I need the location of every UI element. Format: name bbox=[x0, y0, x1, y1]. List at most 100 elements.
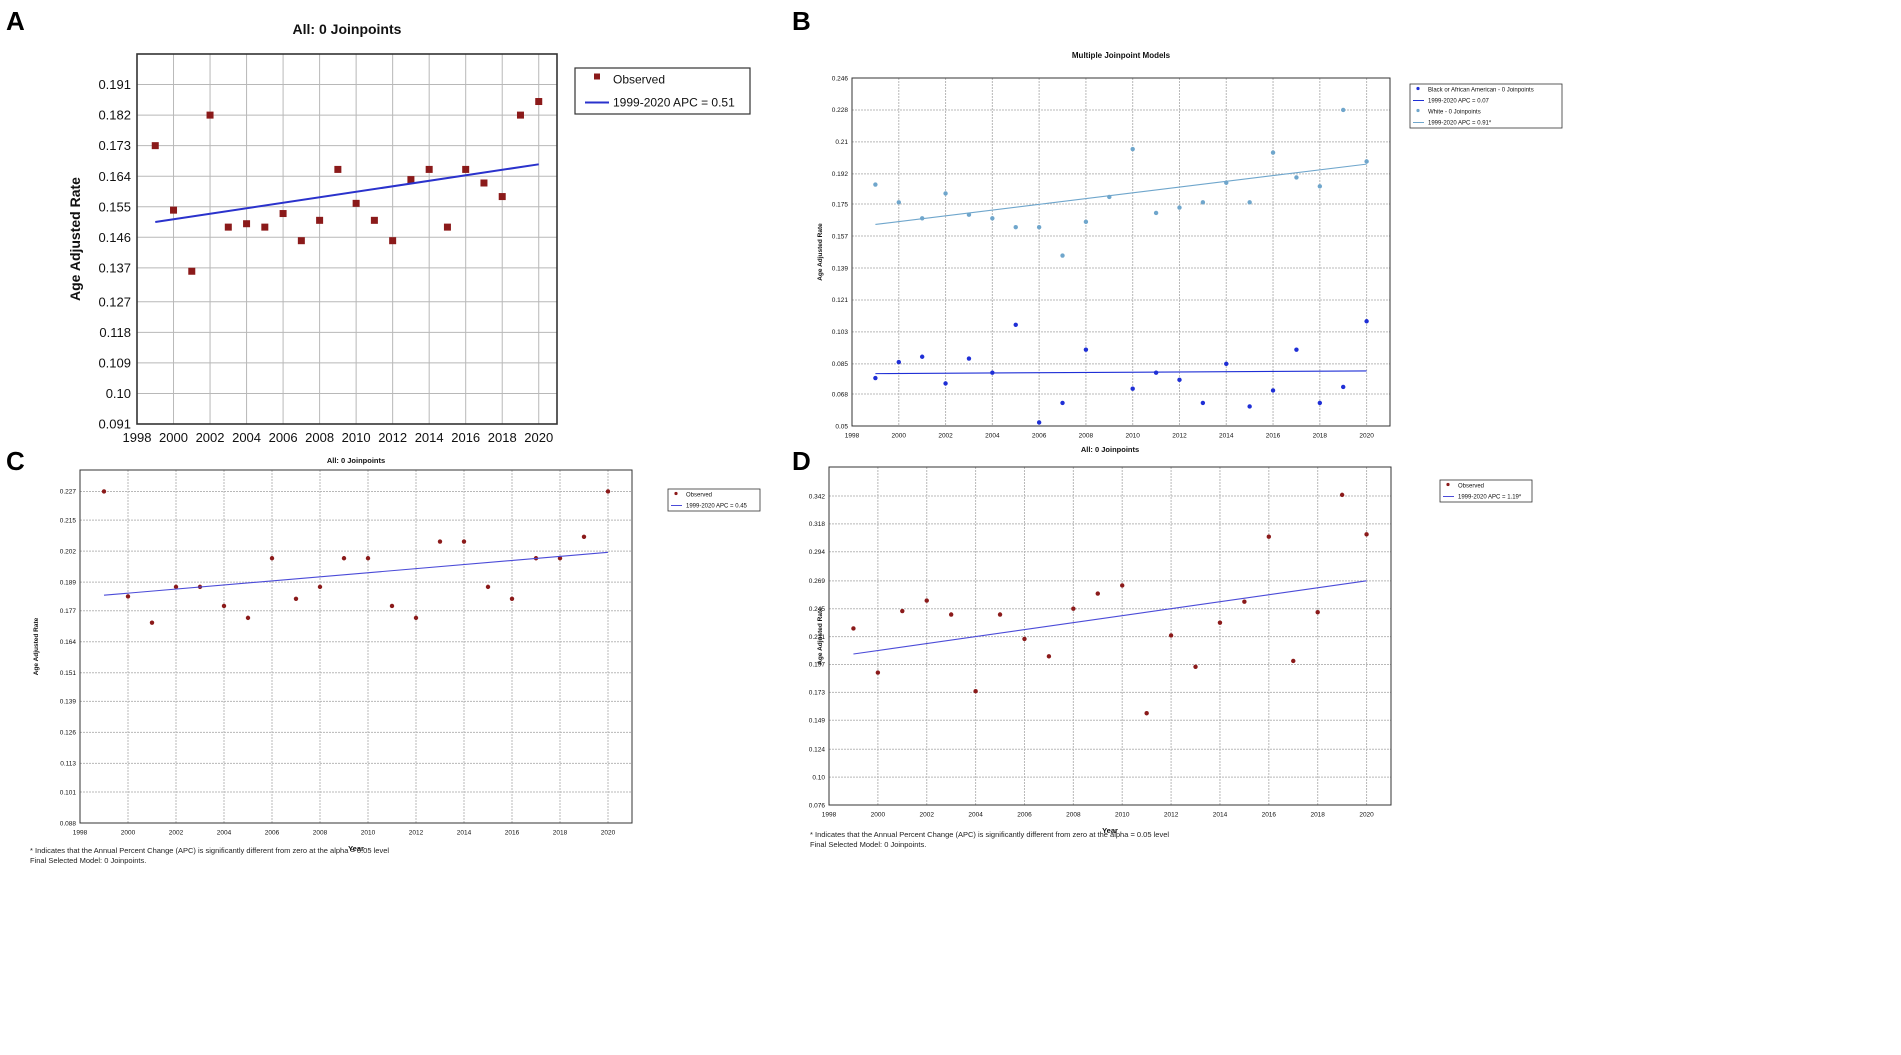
data-point bbox=[1130, 146, 1135, 152]
data-point bbox=[1083, 219, 1089, 225]
data-point bbox=[269, 556, 275, 561]
data-point bbox=[334, 165, 342, 173]
data-point bbox=[462, 165, 470, 173]
data-point bbox=[352, 199, 360, 207]
data-point bbox=[1294, 347, 1299, 352]
x-tick-label: 2004 bbox=[968, 812, 983, 819]
y-tick-label: 0.157 bbox=[832, 233, 849, 240]
data-point bbox=[1200, 400, 1206, 406]
data-point bbox=[900, 608, 905, 614]
chart-title: Multiple Joinpoint Models bbox=[1072, 51, 1171, 60]
legend-label: Observed bbox=[1458, 484, 1484, 490]
legend-label: 1999-2020 APC = 0.07 bbox=[1428, 99, 1490, 105]
panel-letter: A bbox=[6, 6, 25, 36]
data-point bbox=[1168, 633, 1174, 638]
legend-box bbox=[1439, 479, 1533, 503]
y-axis-label: Age Adjusted Rate bbox=[817, 607, 824, 665]
fit-line bbox=[875, 370, 1367, 375]
legend-label: 1999-2020 APC = 0.91* bbox=[1428, 121, 1492, 127]
chart-panel-b: B Multiple Joinpoint Models 0.05 0.068 0.08… bbox=[780, 0, 1901, 450]
legend: Observed 1999-2020 APC = 0.45 bbox=[667, 488, 761, 512]
x-tick-label: 2016 bbox=[505, 830, 520, 837]
data-point bbox=[1364, 319, 1369, 324]
plot-frame bbox=[851, 77, 1391, 427]
data-point bbox=[1036, 420, 1042, 425]
data-point bbox=[1013, 224, 1018, 230]
y-tick-label: 0.101 bbox=[60, 789, 77, 796]
x-tick-label: 2008 bbox=[305, 430, 334, 445]
x-tick-label: 2014 bbox=[1213, 812, 1228, 819]
y-tick-label: 0.155 bbox=[98, 199, 131, 214]
footnote-line: Final Selected Model: 0 Joinpoints. bbox=[30, 856, 147, 865]
data-point bbox=[389, 237, 397, 245]
data-point bbox=[1153, 210, 1159, 216]
y-tick-label: 0.177 bbox=[60, 608, 77, 615]
footnote-line: Final Selected Model: 0 Joinpoints. bbox=[810, 840, 927, 849]
x-tick-label: 2008 bbox=[1066, 812, 1081, 819]
data-point bbox=[149, 620, 155, 625]
legend-marker-swatch bbox=[1416, 108, 1420, 113]
y-tick-label: 0.085 bbox=[832, 361, 849, 368]
y-tick-label: 0.228 bbox=[832, 107, 849, 114]
x-tick-label: 2010 bbox=[342, 430, 371, 445]
data-point bbox=[1120, 583, 1125, 588]
data-point bbox=[509, 596, 515, 601]
x-tick-label: 2004 bbox=[232, 430, 261, 445]
y-tick-label: 0.245 bbox=[809, 606, 826, 613]
x-tick-label: 2020 bbox=[1359, 433, 1374, 440]
x-tick-label: 2000 bbox=[892, 433, 907, 440]
data-point bbox=[365, 556, 371, 561]
data-point bbox=[101, 489, 107, 494]
y-tick-label: 0.109 bbox=[98, 355, 131, 370]
fit-line bbox=[155, 163, 539, 224]
data-point bbox=[1266, 534, 1272, 539]
data-point bbox=[966, 356, 972, 361]
data-point bbox=[370, 216, 378, 224]
data-point bbox=[293, 596, 299, 601]
data-point bbox=[851, 626, 856, 631]
x-tick-label: 2006 bbox=[269, 430, 298, 445]
data-point bbox=[1144, 711, 1149, 716]
y-tick-label: 0.113 bbox=[60, 761, 76, 768]
footnote-c: * Indicates that the Annual Percent Chan… bbox=[30, 846, 389, 866]
data-point bbox=[1364, 159, 1369, 164]
data-point bbox=[437, 539, 443, 544]
plot-frame bbox=[136, 53, 558, 425]
data-point bbox=[1339, 492, 1345, 498]
legend-marker-swatch bbox=[674, 491, 678, 496]
data-point bbox=[461, 539, 467, 544]
y-tick-label: 0.173 bbox=[98, 138, 131, 153]
x-tick-label: 2000 bbox=[121, 830, 136, 837]
data-point bbox=[389, 603, 395, 609]
y-tick-label: 0.227 bbox=[60, 489, 77, 496]
data-point bbox=[924, 598, 929, 603]
data-point bbox=[873, 375, 878, 381]
chart-title: All: 0 Joinpoints bbox=[327, 456, 385, 465]
plot-frame bbox=[79, 469, 633, 824]
x-tick-label: 2000 bbox=[871, 812, 886, 819]
y-tick-label: 0.091 bbox=[98, 417, 131, 432]
x-tick-label: 2002 bbox=[938, 433, 953, 440]
legend-label: 1999-2020 APC = 0.45 bbox=[686, 504, 748, 510]
x-tick-label: 2018 bbox=[1310, 812, 1325, 819]
y-tick-label: 0.21 bbox=[835, 139, 848, 146]
x-tick-label: 2010 bbox=[361, 830, 376, 837]
legend-marker-swatch bbox=[1416, 86, 1420, 91]
data-point bbox=[948, 612, 954, 617]
legend-label: 1999-2020 APC = 1.19* bbox=[1458, 495, 1522, 501]
data-point bbox=[485, 584, 491, 590]
legend-marker-swatch bbox=[594, 73, 600, 80]
y-tick-label: 0.149 bbox=[809, 717, 826, 724]
data-point bbox=[605, 489, 611, 494]
grid bbox=[828, 467, 1391, 806]
data-point bbox=[498, 193, 506, 201]
x-axis-label: Year bbox=[1102, 826, 1118, 835]
chart-title: All: 0 Joinpoints bbox=[1081, 445, 1139, 454]
x-axis-label: Year bbox=[348, 844, 364, 853]
data-point bbox=[316, 216, 324, 224]
x-tick-label: 2006 bbox=[1032, 433, 1047, 440]
data-point bbox=[943, 191, 948, 196]
data-point bbox=[1317, 184, 1323, 189]
data-point bbox=[425, 165, 433, 173]
data-point bbox=[279, 210, 287, 218]
